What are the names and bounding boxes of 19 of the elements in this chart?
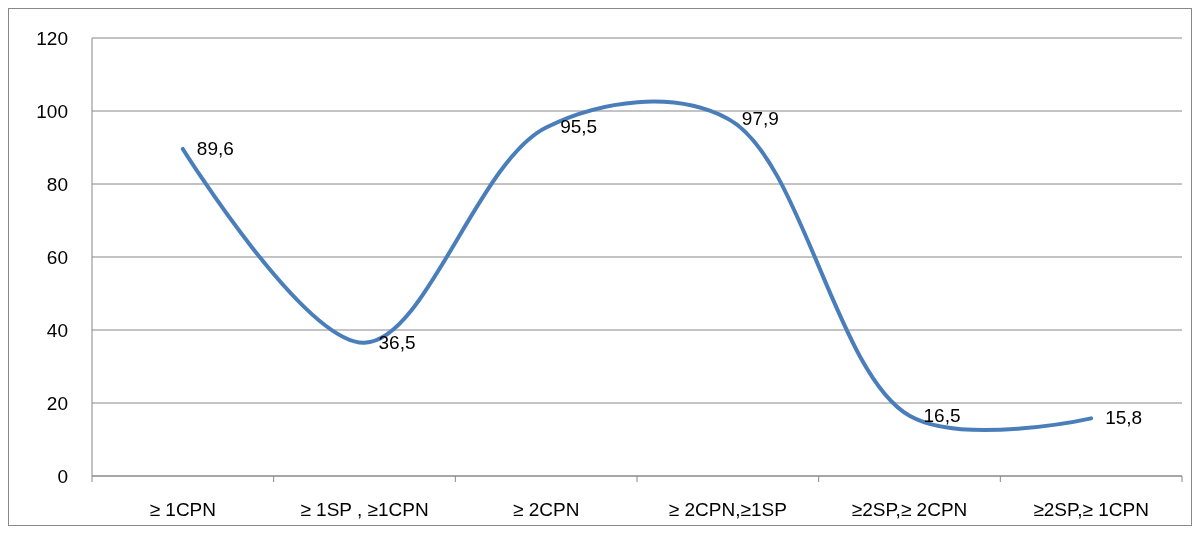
y-tick-label: 0 [57,466,68,487]
data-label: 89,6 [196,137,234,159]
x-tick-label: ≥ 1CPN [149,499,217,520]
x-tick-label: ≥ 1SP , ≥1CPN [300,499,429,520]
x-tick-label: ≥ 2CPN,≥1SP [668,499,787,520]
y-tick-label: 40 [46,320,68,341]
y-tick-label: 120 [36,28,68,49]
y-tick-label: 100 [36,101,68,122]
data-label: 16,5 [923,404,961,426]
y-tick-label: 80 [46,174,68,195]
y-tick-label: 20 [46,393,68,414]
y-tick-label: 60 [46,247,68,268]
data-label: 15,8 [1105,407,1143,429]
data-label: 36,5 [378,331,416,353]
x-tick-label: ≥2SP,≥ 1CPN [1033,499,1149,520]
x-tick-label: ≥2SP,≥ 2CPN [851,499,968,520]
data-label: 97,9 [741,107,779,129]
data-label: 95,5 [560,116,598,138]
x-tick-label: ≥ 2CPN [512,499,580,520]
